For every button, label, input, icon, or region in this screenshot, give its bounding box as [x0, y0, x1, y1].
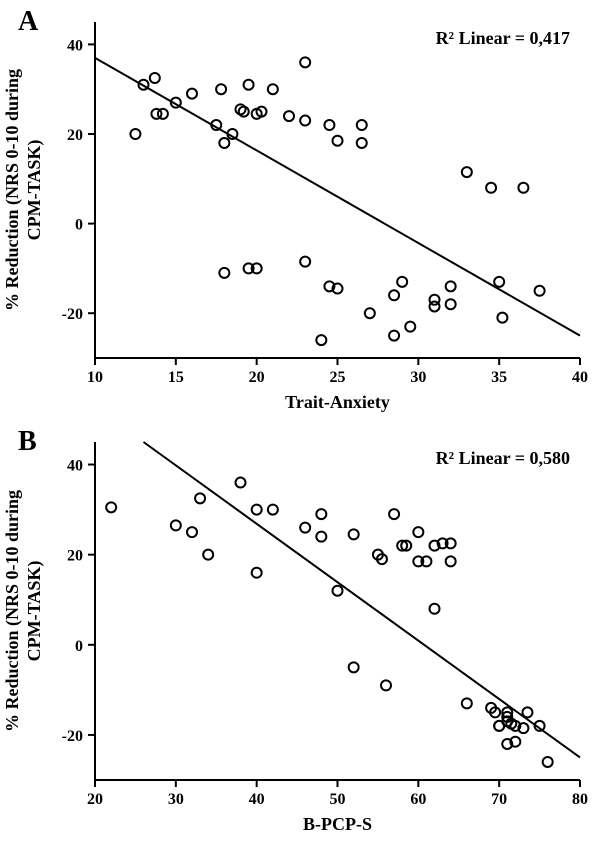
- data-point: [333, 136, 343, 146]
- data-point: [486, 183, 496, 193]
- x-axis-label: Trait-Anxiety: [285, 392, 390, 412]
- panel-b-svg: 20 30 40 50 60 70 80 -20 0 20 40 B-PCP-S % Reduction…: [0, 420, 600, 842]
- panel-label: B: [18, 426, 37, 457]
- xtick-label: 15: [168, 369, 184, 386]
- data-point: [150, 73, 160, 83]
- ytick-label: 0: [75, 217, 83, 234]
- data-point: [284, 111, 294, 121]
- x-axis-label: B-PCP-S: [303, 814, 372, 834]
- data-point: [216, 84, 226, 94]
- data-point: [535, 286, 545, 296]
- data-point: [543, 757, 553, 767]
- data-point: [106, 502, 116, 512]
- y-axis-label: % Reduction (NRS 0-10 duringCPM-TASK): [2, 69, 45, 311]
- data-point: [316, 509, 326, 519]
- data-point: [462, 698, 472, 708]
- xtick-label: 70: [491, 791, 507, 808]
- data-point: [518, 183, 528, 193]
- xtick-label: 30: [410, 369, 426, 386]
- data-point: [300, 257, 310, 267]
- data-point: [413, 527, 423, 537]
- data-point: [316, 335, 326, 345]
- data-point: [381, 680, 391, 690]
- ytick-label: 40: [67, 37, 83, 54]
- data-point: [130, 129, 140, 139]
- data-point: [171, 520, 181, 530]
- data-point: [494, 277, 504, 287]
- data-point: [300, 116, 310, 126]
- data-point: [462, 167, 472, 177]
- data-point: [430, 604, 440, 614]
- figure: 10 15 20 25 30 35 40 -20 0 20 40 Trait-Anxiety % Red…: [0, 0, 600, 842]
- data-point: [389, 331, 399, 341]
- data-point: [236, 478, 246, 488]
- xtick-label: 20: [87, 791, 103, 808]
- data-point: [252, 505, 262, 515]
- data-point: [219, 138, 229, 148]
- data-point: [195, 493, 205, 503]
- data-point: [357, 138, 367, 148]
- data-point: [219, 268, 229, 278]
- xtick-label: 40: [572, 369, 588, 386]
- data-point: [446, 281, 456, 291]
- xtick-label: 10: [87, 369, 103, 386]
- panel-b: 20 30 40 50 60 70 80 -20 0 20 40 B-PCP-S % Reduction…: [0, 420, 600, 842]
- data-point: [333, 586, 343, 596]
- data-point: [300, 57, 310, 67]
- ytick-label: 40: [67, 458, 83, 475]
- y-axis-label: % Reduction (NRS 0-10 duringCPM-TASK): [2, 490, 45, 732]
- ytick-label: 20: [67, 127, 83, 144]
- xtick-label: 40: [249, 791, 265, 808]
- data-point: [389, 290, 399, 300]
- data-point: [252, 568, 262, 578]
- panel-a: 10 15 20 25 30 35 40 -20 0 20 40 Trait-Anxiety % Red…: [0, 0, 600, 420]
- xtick-label: 80: [572, 791, 588, 808]
- data-point: [187, 527, 197, 537]
- data-point: [365, 308, 375, 318]
- xtick-label: 35: [491, 369, 507, 386]
- xtick-label: 50: [330, 791, 346, 808]
- data-point: [268, 505, 278, 515]
- data-point: [405, 322, 415, 332]
- data-point: [239, 107, 249, 117]
- data-point: [324, 120, 334, 130]
- r2-annotation: R² Linear = 0,580: [436, 448, 570, 468]
- data-point: [389, 509, 399, 519]
- data-point: [244, 80, 254, 90]
- data-point: [397, 277, 407, 287]
- data-point: [203, 550, 213, 560]
- data-point: [316, 532, 326, 542]
- xtick-label: 30: [168, 791, 184, 808]
- data-point: [158, 109, 168, 119]
- data-point: [349, 662, 359, 672]
- ytick-label: -20: [62, 306, 83, 323]
- data-point: [187, 89, 197, 99]
- r2-annotation: R² Linear = 0,417: [436, 28, 570, 48]
- data-point: [446, 299, 456, 309]
- xtick-label: 25: [330, 369, 346, 386]
- xtick-label: 60: [410, 791, 426, 808]
- data-point: [357, 120, 367, 130]
- xtick-label: 20: [249, 369, 265, 386]
- data-point: [497, 313, 507, 323]
- ytick-label: -20: [62, 728, 83, 745]
- data-point: [300, 523, 310, 533]
- ytick-label: 20: [67, 548, 83, 565]
- data-point: [446, 556, 456, 566]
- data-point: [522, 707, 532, 717]
- data-point: [430, 295, 440, 305]
- ytick-label: 0: [75, 638, 83, 655]
- data-point: [349, 529, 359, 539]
- data-point: [268, 84, 278, 94]
- panel-a-svg: 10 15 20 25 30 35 40 -20 0 20 40 Trait-Anxiety % Red…: [0, 0, 600, 420]
- panel-label: A: [18, 6, 39, 37]
- regression-line: [144, 442, 581, 757]
